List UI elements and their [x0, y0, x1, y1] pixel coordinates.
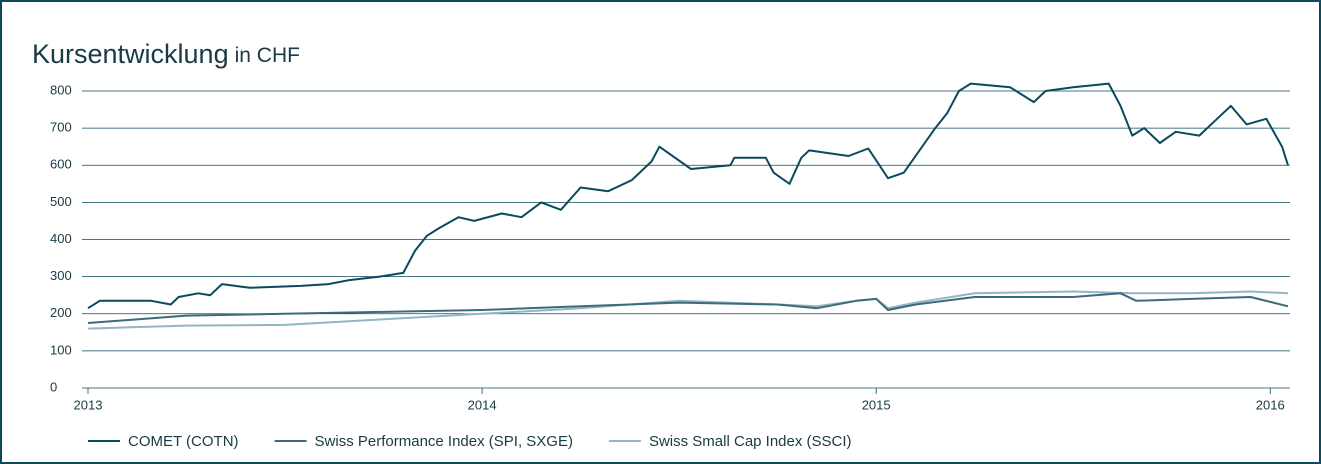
x-tick-label: 2014: [468, 397, 497, 412]
x-tick-label: 2015: [862, 397, 891, 412]
legend-label: COMET (COTN): [128, 433, 239, 450]
y-tick-label: 700: [50, 120, 72, 135]
title-sub: in CHF: [235, 44, 300, 67]
y-tick-label: 500: [50, 194, 72, 209]
y-tick-label: 300: [50, 268, 72, 283]
y-tick-label: 100: [50, 342, 72, 357]
y-tick-label: 200: [50, 305, 72, 320]
chart-title: Kursentwicklung in CHF: [32, 39, 300, 69]
x-tick-label: 2013: [74, 397, 103, 412]
y-tick-label: 800: [50, 82, 72, 97]
series-line: [87, 82, 1289, 310]
legend-label: Swiss Small Cap Index (SSCI): [649, 433, 852, 450]
x-tick-label: 2016: [1256, 397, 1285, 412]
legend-label: Swiss Performance Index (SPI, SXGE): [315, 433, 573, 450]
y-tick-label: 600: [50, 157, 72, 172]
series-line: [87, 292, 1289, 324]
title-main: Kursentwicklung: [32, 39, 229, 69]
y-tick-label: 0: [50, 379, 57, 394]
y-tick-label: 400: [50, 231, 72, 246]
